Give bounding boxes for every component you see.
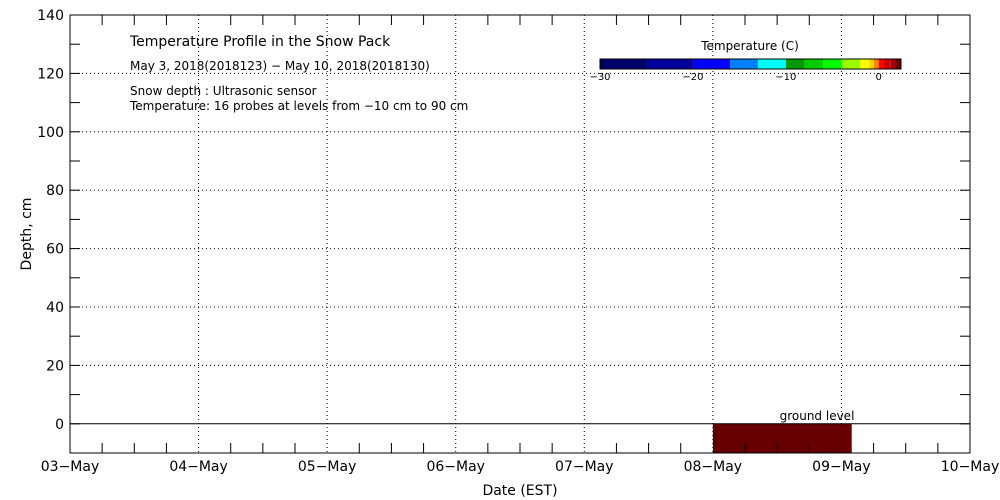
colorbar-segment	[890, 59, 896, 69]
y-tick-label: 80	[46, 183, 64, 199]
temperature-cell	[712, 423, 852, 453]
colorbar-segment	[860, 59, 870, 69]
chart-subtitle: May 3, 2018(2018123) − May 10, 2018(2018…	[130, 59, 430, 73]
colorbar-segment	[730, 59, 758, 69]
colorbar-segment	[822, 59, 842, 69]
colorbar-tick-label: 0	[876, 72, 882, 83]
x-tick-label: 04−May	[169, 459, 228, 475]
x-tick-label: 08−May	[684, 459, 743, 475]
colorbar-segment	[600, 59, 647, 69]
colorbar-segment	[869, 59, 875, 69]
x-tick-label: 10−May	[941, 459, 1000, 475]
x-tick-label: 03−May	[41, 459, 100, 475]
y-tick-label: 120	[37, 66, 64, 82]
colorbar-segment	[804, 59, 823, 69]
colorbar-segment	[841, 59, 861, 69]
y-tick-label: 100	[37, 125, 64, 141]
x-axis-label: Date (EST)	[482, 483, 557, 499]
plot-frame	[69, 14, 971, 454]
colorbar-title: Temperature (C)	[700, 39, 799, 53]
colorbar-segment	[785, 59, 805, 69]
colorbar-segment	[757, 59, 786, 69]
x-tick-label: 09−May	[812, 459, 871, 475]
colorbar-segment	[883, 59, 891, 69]
y-tick-label: 140	[37, 8, 64, 24]
x-tick-label: 07−May	[555, 459, 614, 475]
ground-level-label: ground level	[780, 409, 855, 423]
colorbar-segment	[874, 59, 879, 69]
note-snow-depth: Snow depth : Ultrasonic sensor	[130, 84, 317, 98]
colorbar-segment	[646, 59, 693, 69]
x-tick-label: 06−May	[426, 459, 485, 475]
x-tick-label: 05−May	[298, 459, 357, 475]
colorbar-tick-label: −10	[775, 72, 796, 83]
y-axis-label: Depth, cm	[19, 198, 35, 271]
y-tick-label: 20	[46, 358, 64, 374]
colorbar-segment	[878, 59, 884, 69]
y-tick-label: 40	[46, 300, 64, 316]
colorbar-segment	[895, 59, 901, 69]
chart-title: Temperature Profile in the Snow Pack	[129, 34, 391, 50]
colorbar-segment	[692, 59, 731, 69]
note-temperature: Temperature: 16 probes at levels from −1…	[129, 99, 468, 113]
y-tick-label: 0	[55, 417, 64, 433]
colorbar-tick-label: −30	[589, 72, 610, 83]
y-tick-label: 60	[46, 242, 64, 258]
colorbar-frame	[599, 58, 902, 70]
colorbar-tick-label: −20	[682, 72, 703, 83]
